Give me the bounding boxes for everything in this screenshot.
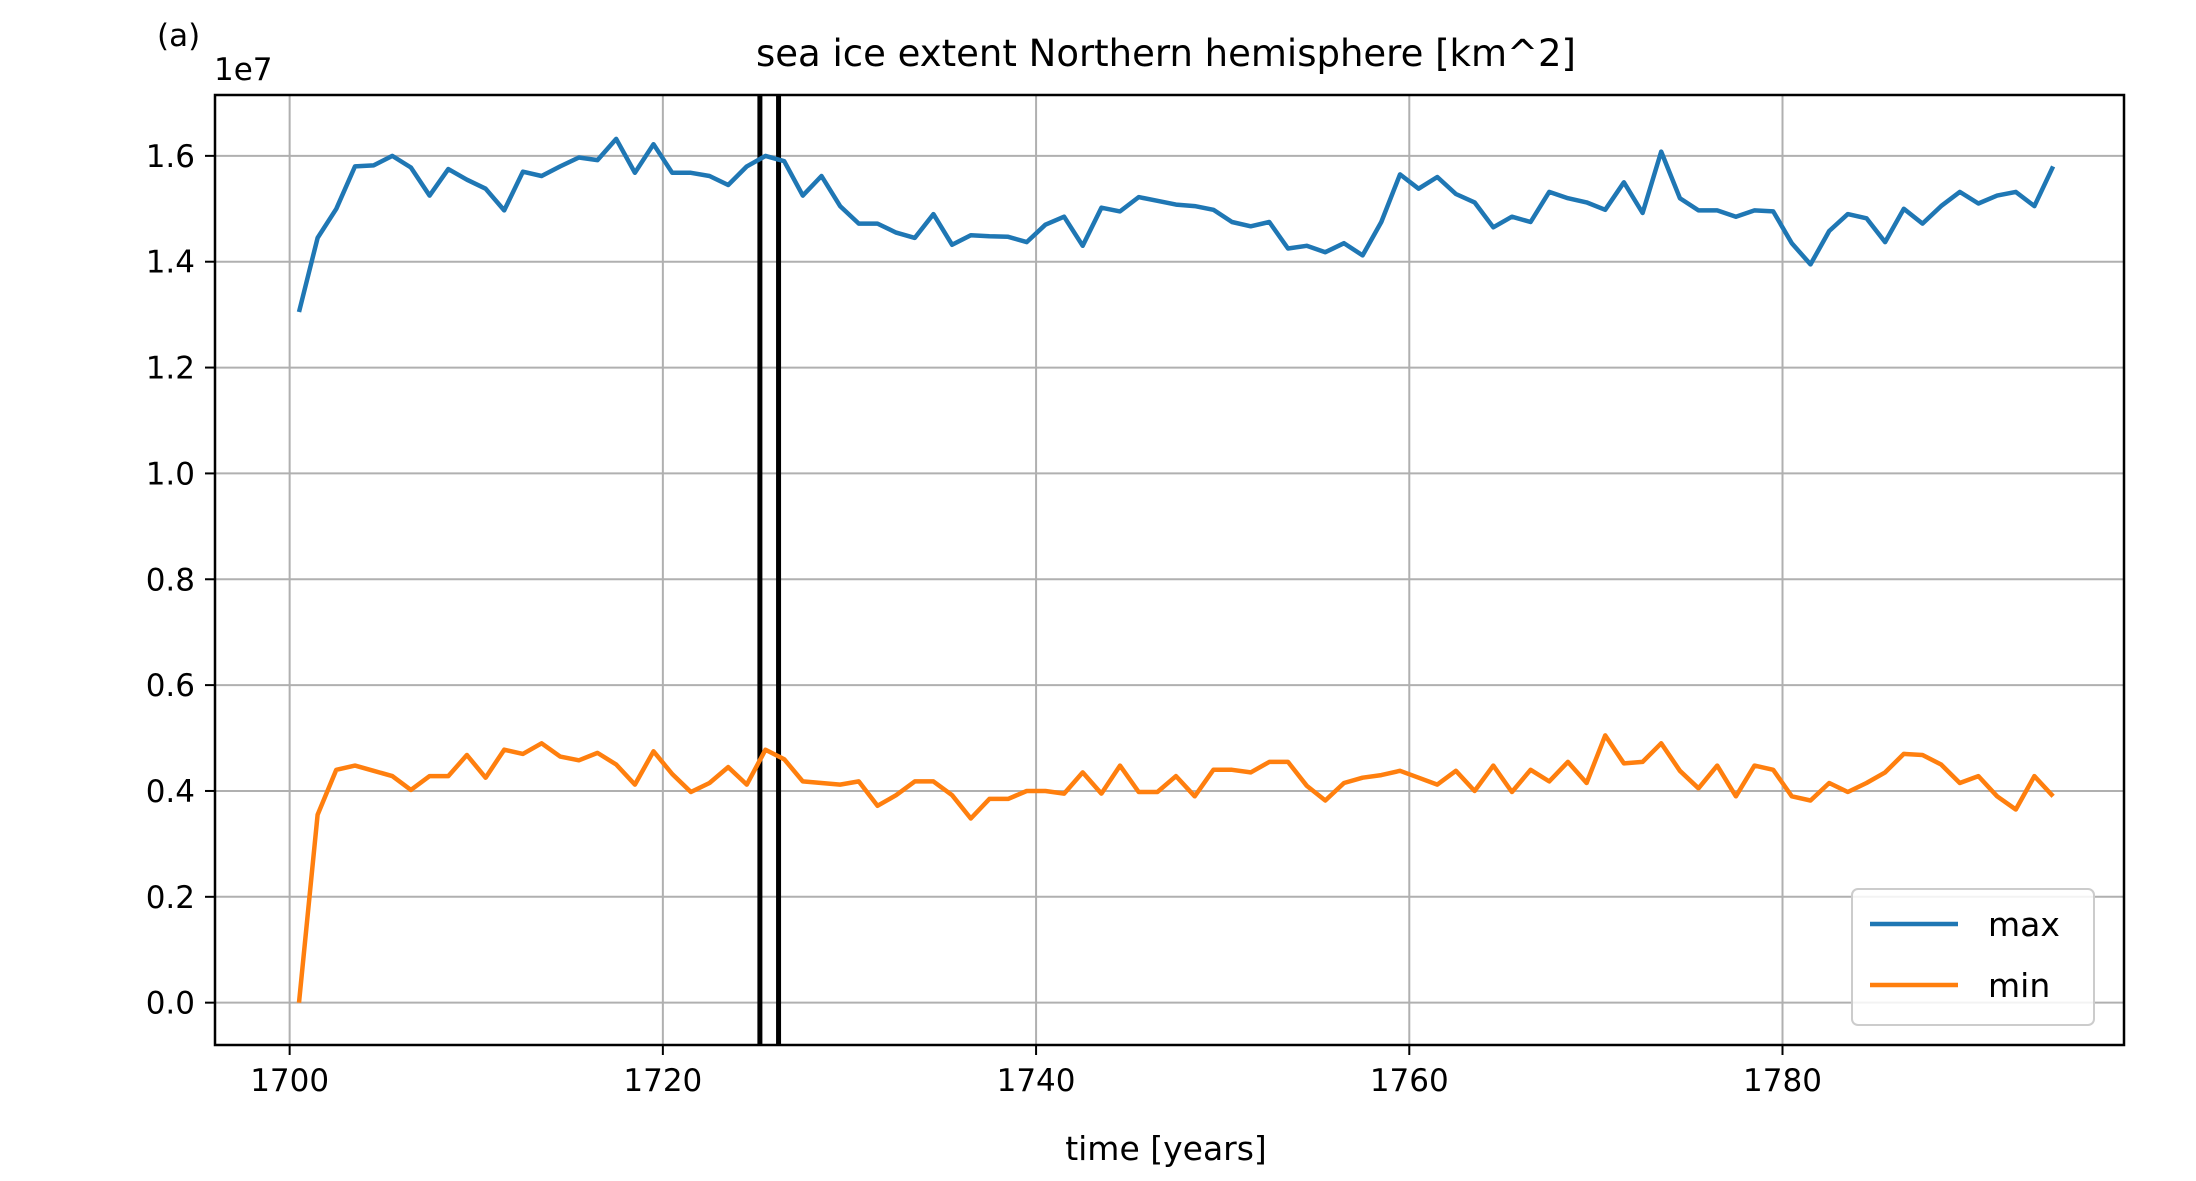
y-tick-label: 1.0 — [146, 456, 195, 492]
x-axis-label: time [years] — [1065, 1129, 1267, 1168]
legend-label-min: min — [1988, 966, 2050, 1005]
y-tick-label: 1.4 — [146, 245, 195, 281]
y-tick-label: 1.6 — [146, 139, 195, 175]
legend-label-max: max — [1988, 905, 2060, 944]
x-tick-label: 1760 — [1370, 1063, 1449, 1099]
axis-ticks: 1700 1720 1740 1760 1780 0.0 0.2 0.4 0.6 0.8 1.0 1.… — [146, 139, 1822, 1099]
y-tick-label: 0.4 — [146, 774, 195, 810]
series-line-min — [296, 733, 2055, 1003]
y-tick-label: 0.6 — [146, 668, 195, 704]
x-tick-label: 1780 — [1743, 1063, 1822, 1099]
x-tick-label: 1720 — [623, 1063, 702, 1099]
vertical-markers — [757, 95, 782, 1045]
series-lines — [296, 136, 2056, 1003]
panel-label: (a) — [157, 18, 200, 54]
x-tick-label: 1740 — [997, 1063, 1076, 1099]
y-offset-label: 1e7 — [214, 52, 273, 88]
x-tick-label: 1700 — [250, 1063, 329, 1099]
series-line-max — [296, 136, 2056, 313]
chart-title: sea ice extent Northern hemisphere [km^2… — [756, 32, 1576, 75]
plot-frame — [213, 93, 2126, 1047]
y-tick-label: 0.0 — [146, 986, 195, 1022]
grid-lines — [215, 95, 2124, 1045]
y-tick-label: 0.8 — [146, 562, 195, 598]
legend: max min — [1851, 888, 2095, 1026]
y-tick-label: 1.2 — [146, 351, 195, 387]
y-tick-label: 0.2 — [146, 880, 195, 916]
